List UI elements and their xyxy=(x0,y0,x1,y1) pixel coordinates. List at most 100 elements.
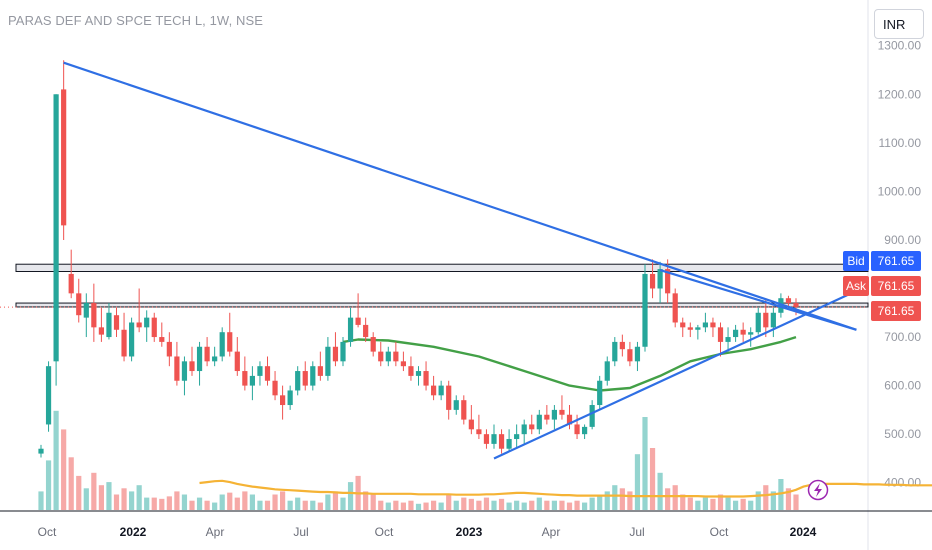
candle-body xyxy=(498,434,505,449)
price-tag-value: 761.65 xyxy=(878,304,915,318)
volume-bar xyxy=(310,500,316,510)
candle-body xyxy=(619,341,625,350)
price-axis-tick: 1300.00 xyxy=(878,39,922,53)
candle-body xyxy=(340,341,346,362)
volume-bar xyxy=(53,410,59,510)
time-axis-tick: 2024 xyxy=(790,525,817,539)
price-tag-label: Ask xyxy=(846,279,867,293)
volume-bar xyxy=(129,491,135,510)
volume-ma-line xyxy=(199,479,932,498)
candle-body xyxy=(196,346,203,372)
volume-bar xyxy=(612,485,618,510)
candle-body xyxy=(363,324,369,338)
volume-bar xyxy=(604,491,610,510)
candle-body xyxy=(98,327,104,335)
candle-body xyxy=(242,371,248,386)
candle-body xyxy=(506,439,512,449)
volume-bar xyxy=(476,500,482,510)
volume-bar xyxy=(785,488,792,510)
volume-bar xyxy=(559,500,565,510)
trendline xyxy=(659,268,857,331)
candle-body xyxy=(61,89,67,226)
volume-bar xyxy=(393,500,399,510)
candle-body xyxy=(378,351,384,362)
volume-bar xyxy=(763,485,769,510)
volume-bar xyxy=(317,502,323,510)
time-axis-tick: 2023 xyxy=(456,525,483,539)
candle-body xyxy=(755,312,761,333)
volume-bar xyxy=(687,497,693,510)
volume-bar xyxy=(733,500,739,510)
volume-bar xyxy=(483,497,490,510)
candle-body xyxy=(453,400,459,410)
candle-body xyxy=(763,312,769,328)
volume-bar xyxy=(740,498,746,510)
volume-bar xyxy=(378,500,384,510)
candle-body xyxy=(566,414,573,425)
candle-body xyxy=(642,273,648,347)
volume-bar xyxy=(589,497,595,510)
price-axis-tick: 1000.00 xyxy=(878,184,922,198)
volume-bar xyxy=(642,417,648,510)
volume-bar xyxy=(370,494,376,510)
price-tag-value-bg xyxy=(871,251,921,271)
candle-body xyxy=(280,395,286,406)
candle-body xyxy=(385,351,391,362)
candle-body xyxy=(582,426,588,435)
volume-bar xyxy=(219,494,225,510)
volume-bar xyxy=(627,491,633,510)
candle-body xyxy=(446,385,452,410)
candle-body xyxy=(302,371,308,386)
volume-bar xyxy=(400,502,406,510)
volume-bar xyxy=(280,491,286,510)
volume-bar xyxy=(446,494,452,510)
candle-body xyxy=(551,409,557,420)
volume-bar xyxy=(144,497,150,510)
candle-body xyxy=(785,298,792,304)
candle-body xyxy=(468,419,474,430)
trendlines xyxy=(63,61,857,460)
volume-bar xyxy=(672,485,678,510)
volume-bar xyxy=(340,497,346,510)
candle-body xyxy=(144,317,150,328)
price-tag-value-bg xyxy=(871,276,921,296)
price-axis: 1300.001200.001100.001000.00900.00800.00… xyxy=(878,39,922,490)
volume-bar xyxy=(521,502,527,510)
candle-body xyxy=(461,400,467,420)
volume-bar xyxy=(212,502,218,510)
volume-bar xyxy=(347,482,354,510)
candle-body xyxy=(295,371,301,391)
candle-body xyxy=(257,366,263,376)
candle-body xyxy=(91,303,97,328)
volume-bar xyxy=(544,500,550,510)
time-axis: Oct 2022 Apr Jul Oct 2023 Apr Jul Oct 2024 xyxy=(38,525,817,539)
volume-bar xyxy=(325,494,331,510)
volume-bar xyxy=(181,494,188,510)
volume-bar xyxy=(514,500,520,510)
candle-body xyxy=(45,366,52,425)
candle-body xyxy=(695,327,701,330)
candle-body xyxy=(649,273,656,289)
candle-body xyxy=(672,293,678,323)
time-axis-tick: Oct xyxy=(38,525,57,539)
volume-bar xyxy=(665,488,671,510)
candle-body xyxy=(347,317,354,342)
candle-body xyxy=(129,322,135,357)
candle-body xyxy=(121,329,127,357)
volume-bar xyxy=(702,497,708,510)
candle-body xyxy=(702,322,708,328)
volume-bar xyxy=(755,491,761,510)
volume-bar xyxy=(189,500,195,510)
candle-body xyxy=(151,317,157,338)
candle-body xyxy=(317,366,323,376)
time-axis-tick: Apr xyxy=(206,525,225,539)
candle-body xyxy=(227,332,233,352)
candle-body xyxy=(793,303,799,307)
candle-body xyxy=(634,346,641,362)
candle-body xyxy=(665,269,671,294)
candle-body xyxy=(680,322,686,328)
currency-selector[interactable]: INR xyxy=(874,9,924,39)
candle-body xyxy=(393,351,399,362)
candle-body xyxy=(400,361,406,367)
